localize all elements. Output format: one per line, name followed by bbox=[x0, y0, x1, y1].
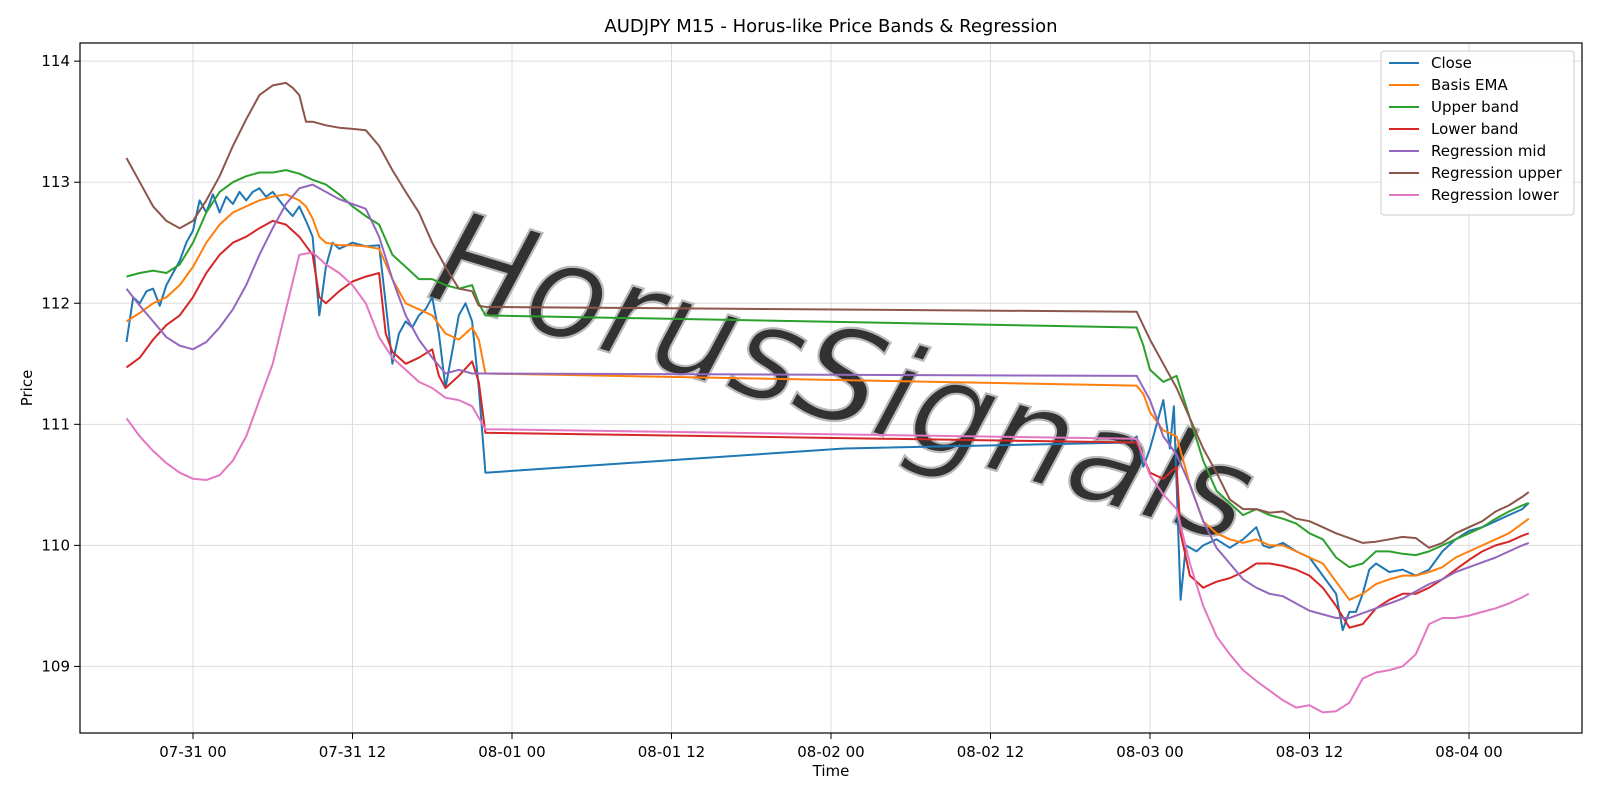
series-lines bbox=[125, 81, 1530, 714]
legend-label-regression-mid: Regression mid bbox=[1431, 142, 1546, 160]
x-tick-label: 08-02 00 bbox=[797, 743, 864, 761]
x-tick-label: 08-03 00 bbox=[1116, 743, 1183, 761]
series-regression-lower-line bbox=[125, 251, 1530, 714]
legend-label-regression-lower: Regression lower bbox=[1431, 186, 1560, 204]
chart-title: AUDJPY M15 - Horus-like Price Bands & Re… bbox=[604, 16, 1057, 37]
y-tick-label: 113 bbox=[41, 173, 70, 191]
series-upper-band-line bbox=[126, 169, 1530, 569]
x-axis: 07-31 00 07-31 12 08-01 00 08-01 12 08-02 00… bbox=[159, 733, 1503, 761]
series-close-line bbox=[125, 187, 1530, 632]
y-tick-label: 112 bbox=[41, 294, 70, 312]
y-tick-label: 111 bbox=[41, 415, 70, 433]
x-tick-label: 08-01 00 bbox=[478, 743, 545, 761]
y-tick-label: 114 bbox=[41, 52, 70, 70]
y-axis: 109 110 111 112 113 114 bbox=[41, 52, 80, 675]
series-basis-ema-line bbox=[125, 193, 1530, 601]
legend-label-upper-band: Upper band bbox=[1431, 98, 1519, 116]
legend-box bbox=[1380, 50, 1575, 216]
x-tick-label: 08-02 12 bbox=[957, 743, 1024, 761]
legend-label-close: Close bbox=[1431, 54, 1472, 72]
x-tick-label: 08-04 00 bbox=[1435, 743, 1502, 761]
x-tick-label: 07-31 12 bbox=[319, 743, 386, 761]
legend-label-regression-upper: Regression upper bbox=[1431, 164, 1563, 182]
x-tick-label: 08-01 12 bbox=[638, 743, 705, 761]
legend: Close Basis EMA Upper band Lower band Regres… bbox=[1380, 50, 1575, 216]
series-lower-band-line bbox=[125, 219, 1530, 629]
x-axis-label: Time bbox=[812, 762, 850, 780]
y-axis-label: Price bbox=[18, 370, 36, 407]
legend-label-lower-band: Lower band bbox=[1431, 120, 1518, 138]
series-regression-mid-line bbox=[125, 183, 1530, 619]
y-tick-label: 109 bbox=[41, 657, 70, 675]
legend-label-basis-ema: Basis EMA bbox=[1431, 76, 1508, 94]
x-tick-label: 08-03 12 bbox=[1276, 743, 1343, 761]
x-tick-label: 07-31 00 bbox=[159, 743, 226, 761]
series-regression-upper-line bbox=[125, 81, 1530, 549]
y-tick-label: 110 bbox=[41, 536, 70, 554]
